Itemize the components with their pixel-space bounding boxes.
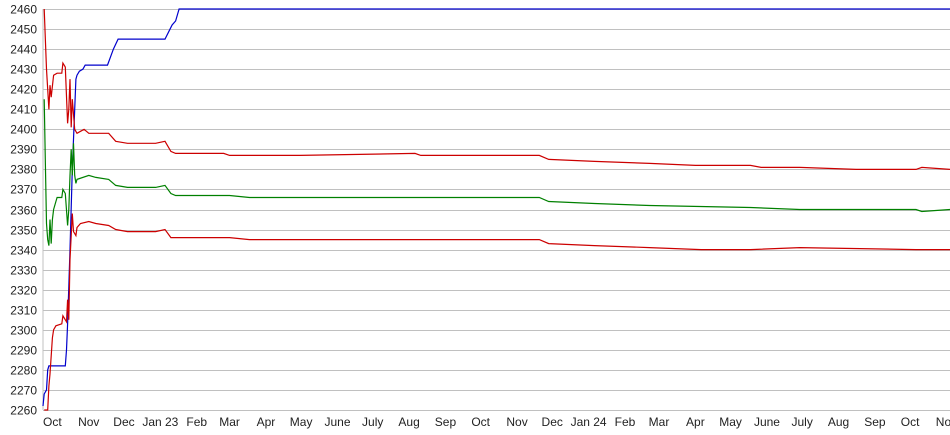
x-tick-label: July xyxy=(791,415,812,429)
y-tick-label: 2460 xyxy=(10,3,37,17)
y-tick-label: 2290 xyxy=(10,344,37,358)
series-line-2 xyxy=(43,8,950,170)
y-tick-label: 2400 xyxy=(10,123,37,137)
x-tick-label: May xyxy=(290,415,313,429)
y-tick-label: 2280 xyxy=(10,364,37,378)
y-tick-label: 2450 xyxy=(10,23,37,37)
y-tick-label: 2410 xyxy=(10,103,37,117)
y-tick-label: 2330 xyxy=(10,264,37,278)
x-tick-label: July xyxy=(362,415,383,429)
x-tick-label: Nov xyxy=(78,415,99,429)
y-tick-label: 2340 xyxy=(10,244,37,258)
x-tick-label: Dec xyxy=(113,415,134,429)
x-tick-label: Jan 24 xyxy=(571,415,607,429)
y-tick-label: 2390 xyxy=(10,143,37,157)
x-tick-label: Aug xyxy=(398,415,419,429)
y-tick-label: 2320 xyxy=(10,284,37,298)
x-tick-label: Feb xyxy=(615,415,636,429)
x-tick-label: Nov xyxy=(936,415,950,429)
x-tick-label: Oct xyxy=(43,415,62,429)
x-tick-label: Mar xyxy=(649,415,670,429)
y-tick-label: 2270 xyxy=(10,384,37,398)
x-tick-label: Oct xyxy=(471,415,490,429)
y-tick-label: 2360 xyxy=(10,204,37,218)
series-line-4 xyxy=(44,213,950,411)
x-axis-ticks: Oct Nov Dec Jan 23 Feb Mar Apr May June July Aug Se… xyxy=(43,415,950,429)
x-tick-label: May xyxy=(719,415,742,429)
series-line-3 xyxy=(43,99,950,246)
x-tick-label: June xyxy=(754,415,780,429)
x-tick-label: Dec xyxy=(542,415,563,429)
x-tick-label: Sep xyxy=(864,415,886,429)
y-tick-label: 2300 xyxy=(10,324,37,338)
x-tick-label: June xyxy=(324,415,350,429)
y-tick-label: 2380 xyxy=(10,163,37,177)
y-tick-label: 2420 xyxy=(10,83,37,97)
y-axis-ticks: 2260 2270 2280 2290 2300 2310 2320 2330 2340 2350… xyxy=(10,3,37,418)
x-tick-label: Feb xyxy=(186,415,207,429)
x-tick-label: Aug xyxy=(828,415,849,429)
y-tick-label: 2430 xyxy=(10,63,37,77)
x-tick-label: Jan 23 xyxy=(142,415,178,429)
x-tick-label: Apr xyxy=(686,415,705,429)
x-tick-label: Mar xyxy=(219,415,240,429)
y-tick-label: 2440 xyxy=(10,43,37,57)
x-tick-label: Apr xyxy=(257,415,276,429)
x-tick-label: Nov xyxy=(506,415,527,429)
x-tick-label: Oct xyxy=(901,415,920,429)
y-tick-label: 2310 xyxy=(10,304,37,318)
series-lines xyxy=(42,8,950,411)
y-tick-label: 2370 xyxy=(10,183,37,197)
series-line-1 xyxy=(42,8,950,407)
y-tick-label: 2260 xyxy=(10,404,37,418)
y-tick-label: 2350 xyxy=(10,224,37,238)
x-tick-label: Sep xyxy=(435,415,457,429)
